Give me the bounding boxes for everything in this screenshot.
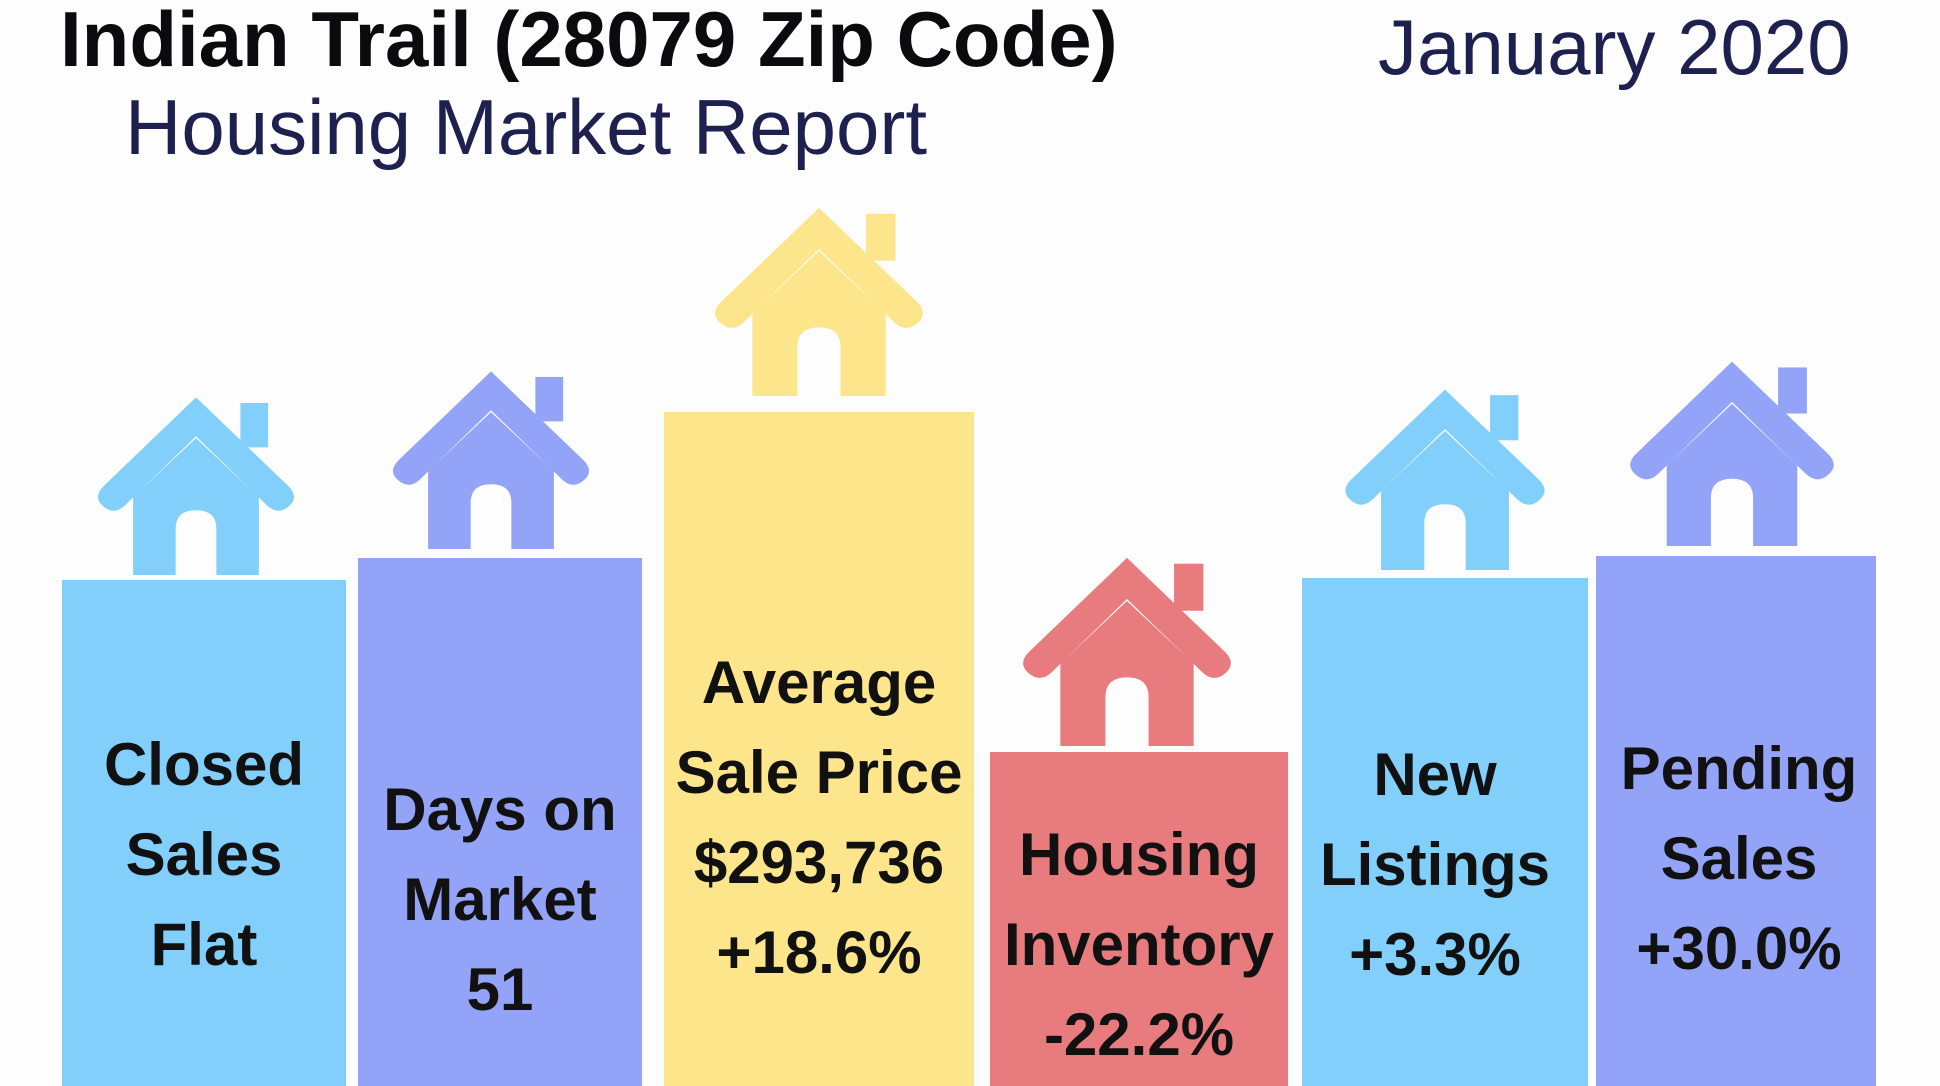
housing-inventory-line-2: Inventory — [1003, 911, 1275, 978]
days-on-market-line-1: Days on — [383, 776, 617, 843]
house-icon — [97, 397, 295, 575]
house-icon — [1345, 389, 1545, 570]
new-listings-bar — [1302, 578, 1588, 1086]
closed-sales-line-3: Flat — [150, 911, 258, 978]
average-sale-price-label: Average Sale Price $293,736 +18.6% — [654, 638, 984, 998]
closed-sales-line-2: Sales — [125, 821, 283, 888]
house-icon — [392, 371, 590, 549]
house-icon — [1630, 361, 1834, 546]
pending-sales-line-3: +30.0% — [1636, 915, 1842, 982]
average-sale-price-line-4: +18.6% — [716, 919, 922, 986]
average-sale-price-line-2: Sale Price — [675, 739, 963, 806]
pending-sales-bar — [1596, 556, 1876, 1086]
housing-inventory-line-3: -22.2% — [1043, 1001, 1235, 1068]
average-sale-price-bar — [664, 412, 974, 1086]
page-subtitle: Housing Market Report — [125, 83, 928, 171]
days-on-market-line-3: 51 — [466, 956, 534, 1023]
days-on-market-line-2: Market — [403, 866, 597, 933]
housing-inventory-bar — [990, 752, 1288, 1086]
average-sale-price-line-3: $293,736 — [693, 829, 945, 896]
days-on-market-label: Days on Market 51 — [358, 765, 642, 1035]
closed-sales-line-1: Closed — [103, 731, 305, 798]
house-icon — [1023, 557, 1231, 746]
new-listings-line-2: Listings — [1319, 831, 1550, 898]
new-listings-label: New Listings +3.3% — [1292, 730, 1578, 1000]
new-listings-line-1: New — [1373, 741, 1497, 808]
new-listings-line-3: +3.3% — [1349, 921, 1521, 988]
pending-sales-label: Pending Sales +30.0% — [1596, 724, 1882, 994]
housing-inventory-label: Housing Inventory -22.2% — [990, 810, 1288, 1080]
report-date: January 2020 — [1378, 3, 1851, 91]
page-title: Indian Trail (28079 Zip Code) — [60, 0, 1118, 83]
days-on-market-bar — [358, 558, 642, 1086]
pending-sales-line-2: Sales — [1660, 825, 1818, 892]
average-sale-price-line-1: Average — [701, 649, 937, 716]
closed-sales-label: Closed Sales Flat — [62, 720, 346, 990]
house-icon — [715, 207, 923, 396]
housing-inventory-line-1: Housing — [1019, 821, 1259, 888]
closed-sales-bar — [62, 580, 346, 1086]
pending-sales-line-1: Pending — [1620, 735, 1858, 802]
